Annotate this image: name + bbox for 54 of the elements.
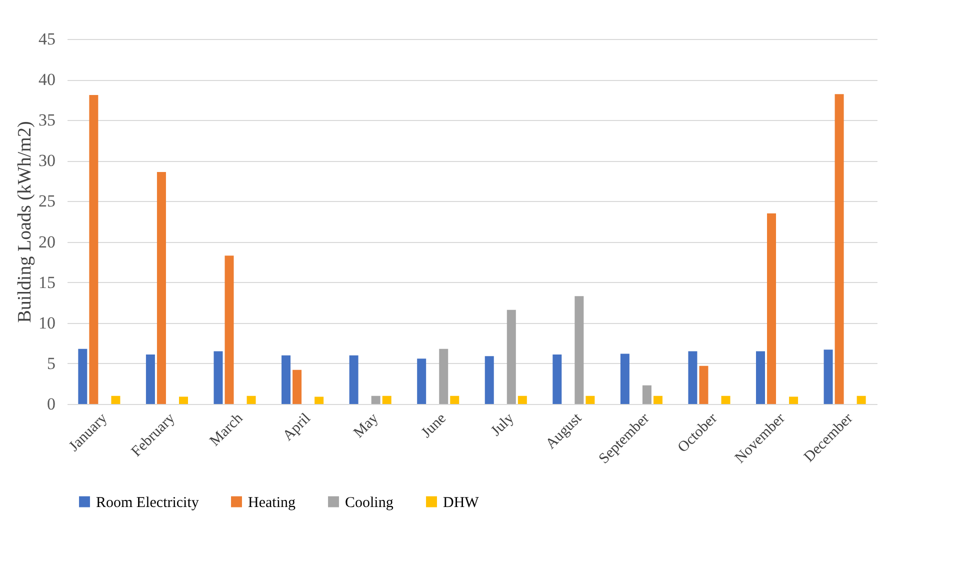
bar — [484, 356, 494, 404]
bar — [314, 396, 324, 404]
y-tick-label: 45 — [38, 30, 56, 48]
bar — [834, 94, 844, 404]
bar — [518, 396, 527, 404]
y-tick-label: 5 — [47, 354, 56, 373]
bar — [642, 385, 652, 404]
bar — [653, 396, 662, 404]
bar — [111, 396, 120, 404]
y-tick-label: 25 — [38, 192, 56, 211]
x-tick-label: May — [350, 410, 382, 442]
bar — [699, 366, 708, 404]
y-tick-label: 15 — [38, 272, 56, 292]
bar — [214, 351, 223, 404]
bar — [506, 310, 516, 404]
bar — [292, 370, 302, 404]
y-tick-label: 0 — [47, 394, 56, 414]
bar — [552, 354, 562, 404]
y-tick-label: 40 — [38, 70, 56, 90]
bar — [586, 396, 595, 404]
y-tick-label: 30 — [38, 151, 56, 170]
bar — [246, 396, 256, 404]
bar — [439, 348, 448, 404]
bar — [371, 396, 380, 404]
legend-label: Cooling — [345, 494, 394, 511]
bar — [756, 351, 765, 404]
bar — [688, 351, 698, 404]
y-tick-label: 20 — [38, 232, 56, 252]
bar — [282, 355, 291, 404]
bar — [574, 296, 584, 404]
legend-label: Room Electricity — [96, 494, 200, 511]
bar — [382, 396, 392, 404]
bar — [824, 350, 833, 404]
bar — [224, 256, 234, 404]
bar — [721, 396, 730, 404]
y-tick-label: 35 — [38, 110, 56, 130]
bar — [78, 348, 88, 404]
legend-label: Heating — [248, 494, 296, 511]
bar — [89, 94, 98, 404]
bar — [856, 396, 866, 404]
bar — [789, 396, 798, 404]
bar — [620, 354, 630, 404]
bar — [156, 172, 166, 404]
bar — [349, 355, 358, 404]
bar — [179, 396, 188, 404]
bar — [450, 396, 460, 404]
bar — [767, 213, 776, 404]
y-axis-title: Building Loads (kWh/m2) — [14, 121, 36, 323]
y-tick-label: 10 — [38, 313, 56, 332]
bar — [146, 354, 155, 404]
bar — [417, 358, 426, 404]
x-tick-label: July — [488, 410, 518, 440]
x-tick-label: June — [418, 410, 450, 442]
legend-label: DHW — [443, 494, 480, 511]
